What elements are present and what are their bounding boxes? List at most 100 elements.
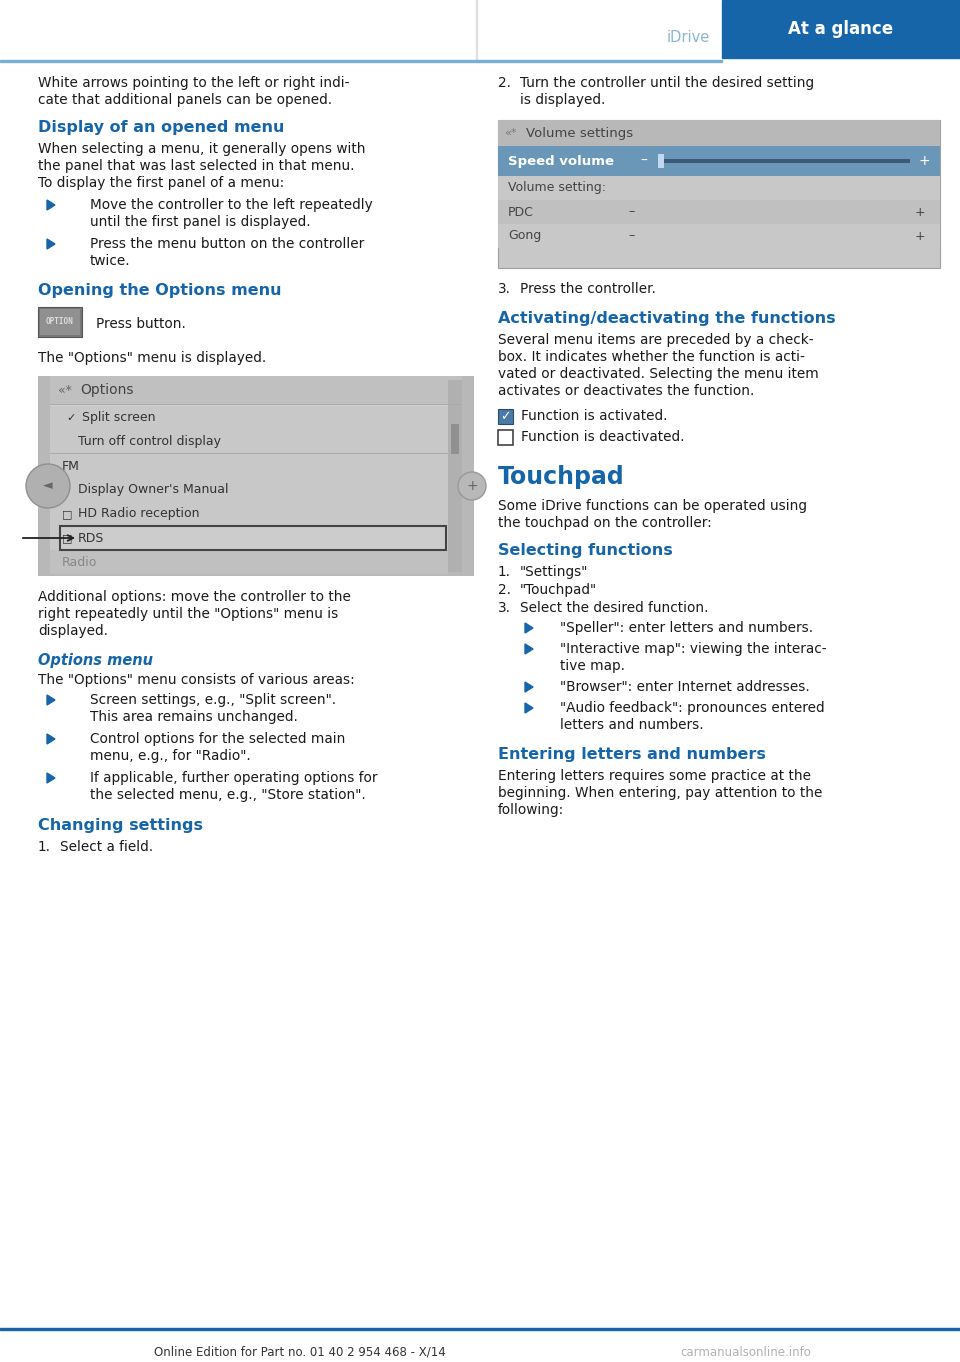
Text: PDC: PDC: [508, 206, 534, 218]
Text: White arrows pointing to the left or right indi-: White arrows pointing to the left or rig…: [38, 76, 349, 90]
Bar: [60, 526, 446, 550]
Text: Changing settings: Changing settings: [38, 819, 203, 834]
Text: "Touchpad": "Touchpad": [520, 583, 597, 597]
Text: Online Edition for Part no. 01 40 2 954 468 - X/14: Online Edition for Part no. 01 40 2 954 …: [155, 1346, 445, 1358]
Text: Selecting functions: Selecting functions: [498, 543, 673, 558]
Bar: [50, 550, 448, 573]
Text: the selected menu, e.g., "Store station".: the selected menu, e.g., "Store station"…: [90, 789, 366, 802]
Text: the touchpad on the controller:: the touchpad on the controller:: [498, 516, 711, 530]
Polygon shape: [525, 622, 533, 633]
Text: –: –: [628, 230, 635, 242]
Bar: [50, 430, 448, 454]
Text: When selecting a menu, it generally opens with: When selecting a menu, it generally open…: [38, 142, 366, 157]
Text: Press the controller.: Press the controller.: [520, 282, 656, 296]
Text: The "Options" menu is displayed.: The "Options" menu is displayed.: [38, 351, 266, 365]
Text: iDrive: iDrive: [667, 30, 710, 45]
Text: Touchpad: Touchpad: [498, 464, 625, 489]
Text: 21: 21: [919, 1309, 942, 1327]
Bar: [50, 376, 462, 405]
Text: RDS: RDS: [78, 531, 105, 545]
Text: 3.: 3.: [498, 601, 511, 616]
Bar: [498, 146, 940, 176]
Text: activates or deactivates the function.: activates or deactivates the function.: [498, 384, 755, 398]
Text: beginning. When entering, pay attention to the: beginning. When entering, pay attention …: [498, 786, 823, 799]
Text: cate that additional panels can be opened.: cate that additional panels can be opene…: [38, 93, 332, 108]
Text: tive map.: tive map.: [560, 659, 625, 673]
Polygon shape: [525, 644, 533, 654]
Bar: [498, 200, 940, 223]
Text: "Browser": enter Internet addresses.: "Browser": enter Internet addresses.: [560, 680, 809, 695]
Text: Entering letters requires some practice at the: Entering letters requires some practice …: [498, 770, 811, 783]
Polygon shape: [47, 200, 55, 210]
Text: menu, e.g., for "Radio".: menu, e.g., for "Radio".: [90, 749, 251, 763]
Text: "Settings": "Settings": [520, 565, 588, 579]
Text: ◄: ◄: [43, 479, 53, 493]
Text: Some iDrive functions can be operated using: Some iDrive functions can be operated us…: [498, 498, 807, 513]
Text: Speed volume: Speed volume: [508, 154, 614, 168]
Text: box. It indicates whether the function is acti-: box. It indicates whether the function i…: [498, 350, 804, 364]
Bar: [50, 454, 448, 478]
Text: Volume setting:: Volume setting:: [508, 181, 606, 195]
Bar: [50, 478, 448, 503]
Bar: [38, 306, 82, 336]
Polygon shape: [525, 682, 533, 692]
Text: This area remains unchanged.: This area remains unchanged.: [90, 710, 298, 725]
Bar: [498, 176, 940, 200]
Text: Entering letters and numbers: Entering letters and numbers: [498, 746, 766, 761]
Text: Press button.: Press button.: [96, 317, 186, 331]
Bar: [498, 430, 513, 445]
Text: Function is activated.: Function is activated.: [521, 409, 667, 424]
Bar: [498, 409, 513, 424]
Text: 3.: 3.: [498, 282, 511, 296]
Bar: [658, 159, 910, 163]
Text: the panel that was last selected in that menu.: the panel that was last selected in that…: [38, 159, 354, 173]
Bar: [50, 526, 448, 550]
Text: Opening the Options menu: Opening the Options menu: [38, 283, 281, 298]
Text: –: –: [628, 206, 635, 218]
Text: Several menu items are preceded by a check-: Several menu items are preceded by a che…: [498, 332, 814, 347]
Polygon shape: [525, 703, 533, 712]
Text: HD Radio reception: HD Radio reception: [78, 508, 200, 520]
Text: FM: FM: [62, 459, 80, 473]
Text: Control options for the selected main: Control options for the selected main: [90, 731, 346, 746]
Bar: [0, 1328, 960, 1331]
Text: At a glance: At a glance: [788, 20, 894, 38]
Text: Select the desired function.: Select the desired function.: [520, 601, 708, 616]
Circle shape: [26, 464, 70, 508]
Bar: [40, 309, 80, 335]
Text: □: □: [62, 509, 73, 519]
Circle shape: [458, 473, 486, 500]
Text: Options: Options: [80, 383, 133, 396]
Text: ✓: ✓: [66, 413, 76, 424]
Text: To display the first panel of a menu:: To display the first panel of a menu:: [38, 176, 284, 191]
Text: The "Options" menu consists of various areas:: The "Options" menu consists of various a…: [38, 673, 355, 686]
Bar: [658, 154, 664, 168]
Bar: [476, 0, 477, 63]
Text: 2.: 2.: [498, 583, 511, 597]
Text: 1.: 1.: [38, 840, 51, 854]
Text: Turn the controller until the desired setting: Turn the controller until the desired se…: [520, 76, 814, 90]
Text: Move the controller to the left repeatedly: Move the controller to the left repeated…: [90, 197, 372, 212]
Text: Gong: Gong: [508, 230, 541, 242]
Polygon shape: [47, 695, 55, 706]
Text: «*: «*: [504, 128, 516, 138]
Text: twice.: twice.: [90, 253, 131, 268]
Text: Split screen: Split screen: [82, 411, 156, 425]
Text: Additional options: move the controller to the: Additional options: move the controller …: [38, 590, 350, 603]
Text: 2.: 2.: [498, 76, 511, 90]
Text: until the first panel is displayed.: until the first panel is displayed.: [90, 215, 311, 229]
Text: "Speller": enter letters and numbers.: "Speller": enter letters and numbers.: [560, 621, 813, 635]
Bar: [498, 120, 940, 146]
Bar: [0, 60, 722, 63]
Text: Display of an opened menu: Display of an opened menu: [38, 120, 284, 135]
Text: Display Owner's Manual: Display Owner's Manual: [78, 484, 228, 497]
Text: Activating/deactivating the functions: Activating/deactivating the functions: [498, 311, 835, 326]
Text: following:: following:: [498, 804, 564, 817]
Text: ✓: ✓: [500, 410, 511, 424]
Text: Press the menu button on the controller: Press the menu button on the controller: [90, 237, 364, 251]
Text: □: □: [62, 533, 73, 543]
Text: +: +: [467, 479, 478, 493]
Text: is displayed.: is displayed.: [520, 93, 606, 108]
Text: Select a field.: Select a field.: [60, 840, 154, 854]
Text: right repeatedly until the "Options" menu is: right repeatedly until the "Options" men…: [38, 607, 338, 621]
